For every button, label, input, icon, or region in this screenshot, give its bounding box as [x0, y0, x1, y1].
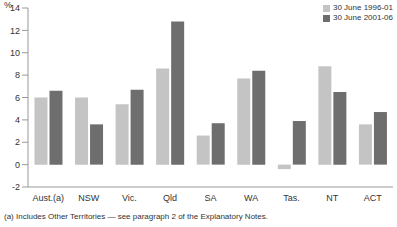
- html-text:30 June 1996-01: 30 June 1996-01: [332, 3, 393, 12]
- svg-text:Qld: Qld: [163, 193, 177, 203]
- svg-text:SA: SA: [204, 193, 216, 203]
- svg-text:0: 0: [15, 160, 20, 170]
- html-text:30 June 2001-06: 30 June 2001-06: [332, 13, 393, 22]
- svg-text:NSW: NSW: [78, 193, 100, 203]
- svg-text:-2: -2: [12, 182, 20, 192]
- svg-text:12: 12: [10, 26, 20, 36]
- svg-text:6: 6: [15, 93, 20, 103]
- svg-text:8: 8: [15, 70, 20, 80]
- svg-text:WA: WA: [244, 193, 258, 203]
- svg-text:4: 4: [15, 115, 20, 125]
- svg-text:ACT: ACT: [364, 193, 383, 203]
- svg-text:Vic.: Vic.: [122, 193, 137, 203]
- svg-text:10: 10: [10, 48, 20, 58]
- svg-text:14: 14: [10, 3, 20, 13]
- svg-text:2: 2: [15, 137, 20, 147]
- svg-text:NT: NT: [326, 193, 338, 203]
- svg-text:Aust.(a): Aust.(a): [33, 193, 65, 203]
- html-text:(a) Includes Other Territories: (a) Includes Other Territories — see par…: [4, 212, 268, 221]
- svg-text:Tas.: Tas.: [283, 193, 300, 203]
